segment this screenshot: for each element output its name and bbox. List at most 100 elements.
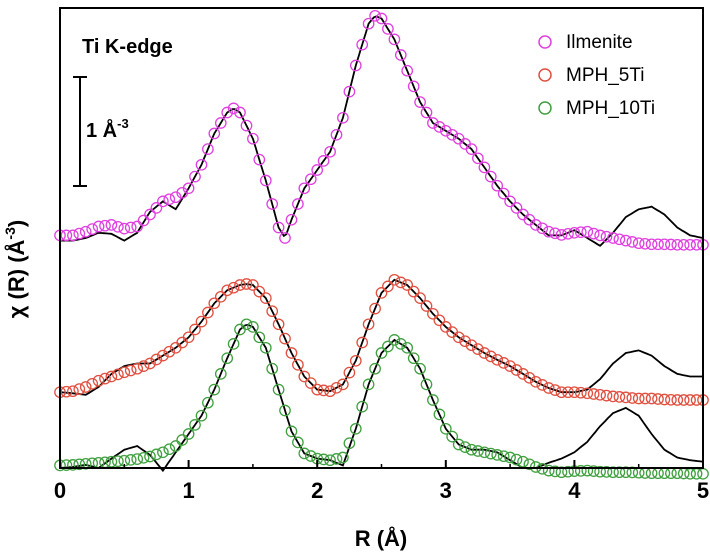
data-point (337, 451, 349, 464)
data-point (619, 391, 632, 404)
fit-line (59, 323, 704, 473)
data-point (574, 226, 587, 239)
data-point (549, 227, 561, 240)
data-point (665, 238, 677, 251)
data-point (562, 465, 574, 478)
data-point (459, 441, 471, 453)
data-point (99, 219, 111, 232)
data-point (433, 121, 446, 133)
data-point (144, 357, 156, 370)
data-point (304, 450, 317, 462)
data-point (362, 17, 375, 30)
data-point (607, 390, 619, 403)
data-point (292, 198, 304, 210)
edge-label: Ti K-edge (82, 36, 173, 58)
data-point (234, 106, 246, 119)
data-point (420, 106, 433, 119)
data-point (414, 362, 426, 375)
data-point (343, 437, 356, 450)
data-point (214, 117, 227, 129)
data-point (484, 350, 497, 363)
data-point (439, 124, 452, 137)
legend: Ilmenite MPH_5Ti MPH_10Ti (538, 32, 655, 119)
data-point (684, 394, 696, 406)
data-point (356, 336, 369, 349)
data-point (613, 233, 626, 246)
data-point (394, 338, 407, 350)
x-tick-label: 0 (54, 478, 66, 503)
data-point (658, 238, 671, 251)
data-point (150, 202, 163, 214)
data-point (234, 279, 246, 291)
data-point (401, 64, 414, 77)
data-point (639, 392, 651, 405)
data-point (221, 352, 234, 365)
data-point (221, 284, 234, 297)
data-point (472, 445, 484, 457)
data-point (285, 347, 298, 359)
data-point (118, 222, 131, 235)
data-point (227, 102, 240, 115)
legend-marker (538, 101, 552, 115)
data-point (446, 128, 459, 141)
data-point (221, 106, 234, 119)
data-point (574, 386, 587, 399)
data-point (349, 422, 362, 435)
data-point (452, 331, 465, 344)
data-point (671, 238, 684, 251)
data-point (549, 384, 561, 396)
data-point (86, 377, 99, 390)
data-point (600, 466, 613, 478)
data-point (478, 347, 491, 359)
data-point (311, 164, 324, 176)
data-point (375, 287, 388, 299)
data-point (517, 455, 529, 468)
data-point (105, 455, 118, 468)
data-point (420, 378, 433, 391)
data-point (298, 447, 311, 460)
legend-label: MPH_10Ti (566, 98, 655, 119)
legend-item: MPH_5Ti (538, 65, 644, 86)
data-point (414, 292, 426, 304)
data-point (202, 396, 214, 409)
data-point (594, 388, 606, 401)
data-point (157, 349, 169, 362)
data-point (137, 360, 150, 372)
data-point (272, 318, 285, 331)
data-point (304, 173, 317, 186)
data-point (214, 368, 227, 380)
data-point (645, 238, 658, 251)
data-point (124, 454, 137, 466)
data-point (562, 386, 574, 399)
data-point (459, 335, 471, 348)
data-point (690, 394, 703, 406)
data-point (542, 382, 555, 394)
data-point (484, 170, 497, 183)
data-point (131, 220, 144, 233)
data-point (266, 362, 279, 375)
data-point (157, 446, 169, 459)
data-point (388, 334, 401, 346)
x-axis-title: R (Å) (355, 525, 408, 551)
data-point (465, 443, 478, 456)
x-tick-label: 1 (182, 478, 194, 503)
data-point (279, 332, 291, 345)
data-point (169, 440, 182, 452)
data-point (279, 232, 291, 244)
data-point (285, 425, 298, 438)
data-point (382, 280, 394, 293)
data-point (369, 362, 381, 375)
data-point (484, 447, 497, 460)
data-point (497, 357, 510, 369)
data-point (607, 232, 619, 244)
data-point (272, 383, 285, 396)
data-point (581, 387, 594, 400)
data-point (523, 458, 536, 471)
data-point (176, 434, 189, 446)
data-point (504, 195, 516, 208)
data-point (626, 236, 639, 248)
data-point (433, 408, 446, 421)
data-point (259, 341, 272, 354)
data-point (292, 358, 304, 371)
data-point (298, 182, 311, 195)
